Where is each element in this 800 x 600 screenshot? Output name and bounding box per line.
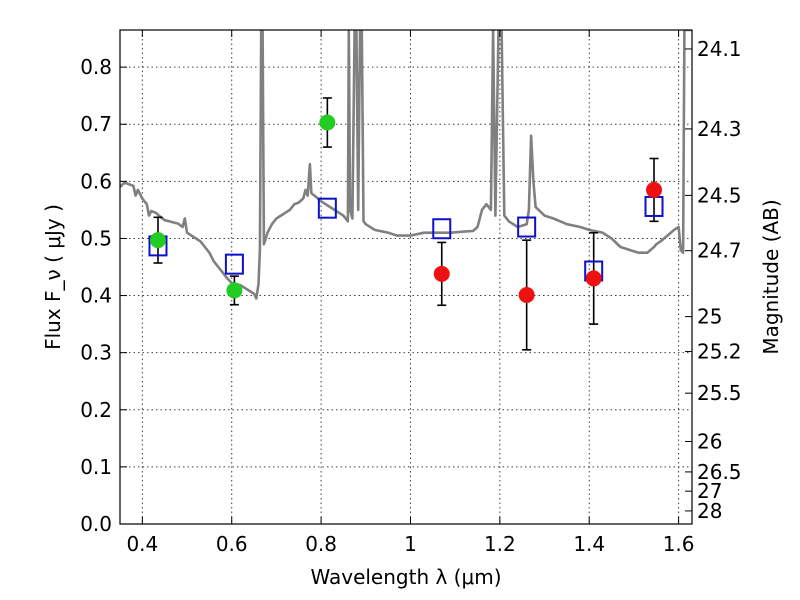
- y-tick-label: 0.8: [80, 55, 112, 79]
- axis-ticks: [120, 30, 692, 525]
- x-tick-label: 1: [404, 532, 417, 556]
- x-tick-label: 1.6: [663, 532, 695, 556]
- model-flux-square: [432, 218, 452, 240]
- x-tick-label: 1.4: [573, 532, 605, 556]
- model-flux-square: [517, 216, 537, 238]
- observed-flux-point: [226, 282, 243, 299]
- y-tick-label: 0.3: [80, 341, 112, 365]
- right-tick-label: 25: [697, 305, 722, 329]
- right-tick-label: 27: [697, 479, 722, 503]
- x-tick-label: 0.8: [305, 532, 337, 556]
- right-tick-label: 24.5: [697, 183, 742, 207]
- spectrum-line: [120, 30, 692, 300]
- tick-labels: 0.4 0.6 0.8 1 1.2 1.4 1.6 0.0 0.1 0.2 0.3 0.4 0.5 0.6…: [80, 37, 741, 556]
- right-tick-label: 28: [697, 499, 722, 523]
- y-axis-title: Flux F_ν ( μJy ): [41, 204, 65, 350]
- y-tick-label: 0.4: [80, 284, 112, 308]
- observed-flux-point: [319, 114, 336, 131]
- observed-flux-point: [585, 270, 602, 287]
- x-tick-label: 0.6: [216, 532, 248, 556]
- right-tick-label: 26: [697, 429, 722, 453]
- right-tick-label: 24.7: [697, 239, 742, 263]
- right-axis-title: Magnitude (AB): [759, 199, 783, 354]
- observed-flux-point: [433, 265, 450, 282]
- right-tick-label: 25.2: [697, 340, 742, 364]
- model-flux-square: [224, 253, 244, 275]
- right-tick-label: 24.1: [697, 37, 742, 61]
- y-tick-label: 0.5: [80, 226, 112, 250]
- y-tick-label: 0.2: [80, 398, 112, 422]
- model-spectrum: [120, 30, 692, 300]
- right-tick-label: 25.5: [697, 381, 742, 405]
- x-tick-label: 1.2: [484, 532, 516, 556]
- right-tick-label: 24.3: [697, 117, 742, 141]
- observed-flux-point: [518, 286, 535, 303]
- observed-flux-point: [149, 232, 166, 249]
- y-tick-label: 0.0: [80, 512, 112, 536]
- observed-flux-point: [646, 181, 663, 198]
- plot-frame: [119, 29, 693, 525]
- data-markers: [148, 97, 664, 351]
- x-tick-label: 0.4: [126, 532, 158, 556]
- y-tick-label: 0.6: [80, 169, 112, 193]
- y-tick-label: 0.1: [80, 455, 112, 479]
- model-flux-square: [317, 197, 337, 219]
- right-tick-label: 26.5: [697, 460, 742, 484]
- x-axis-title: Wavelength λ (μm): [310, 565, 501, 589]
- y-tick-label: 0.7: [80, 112, 112, 136]
